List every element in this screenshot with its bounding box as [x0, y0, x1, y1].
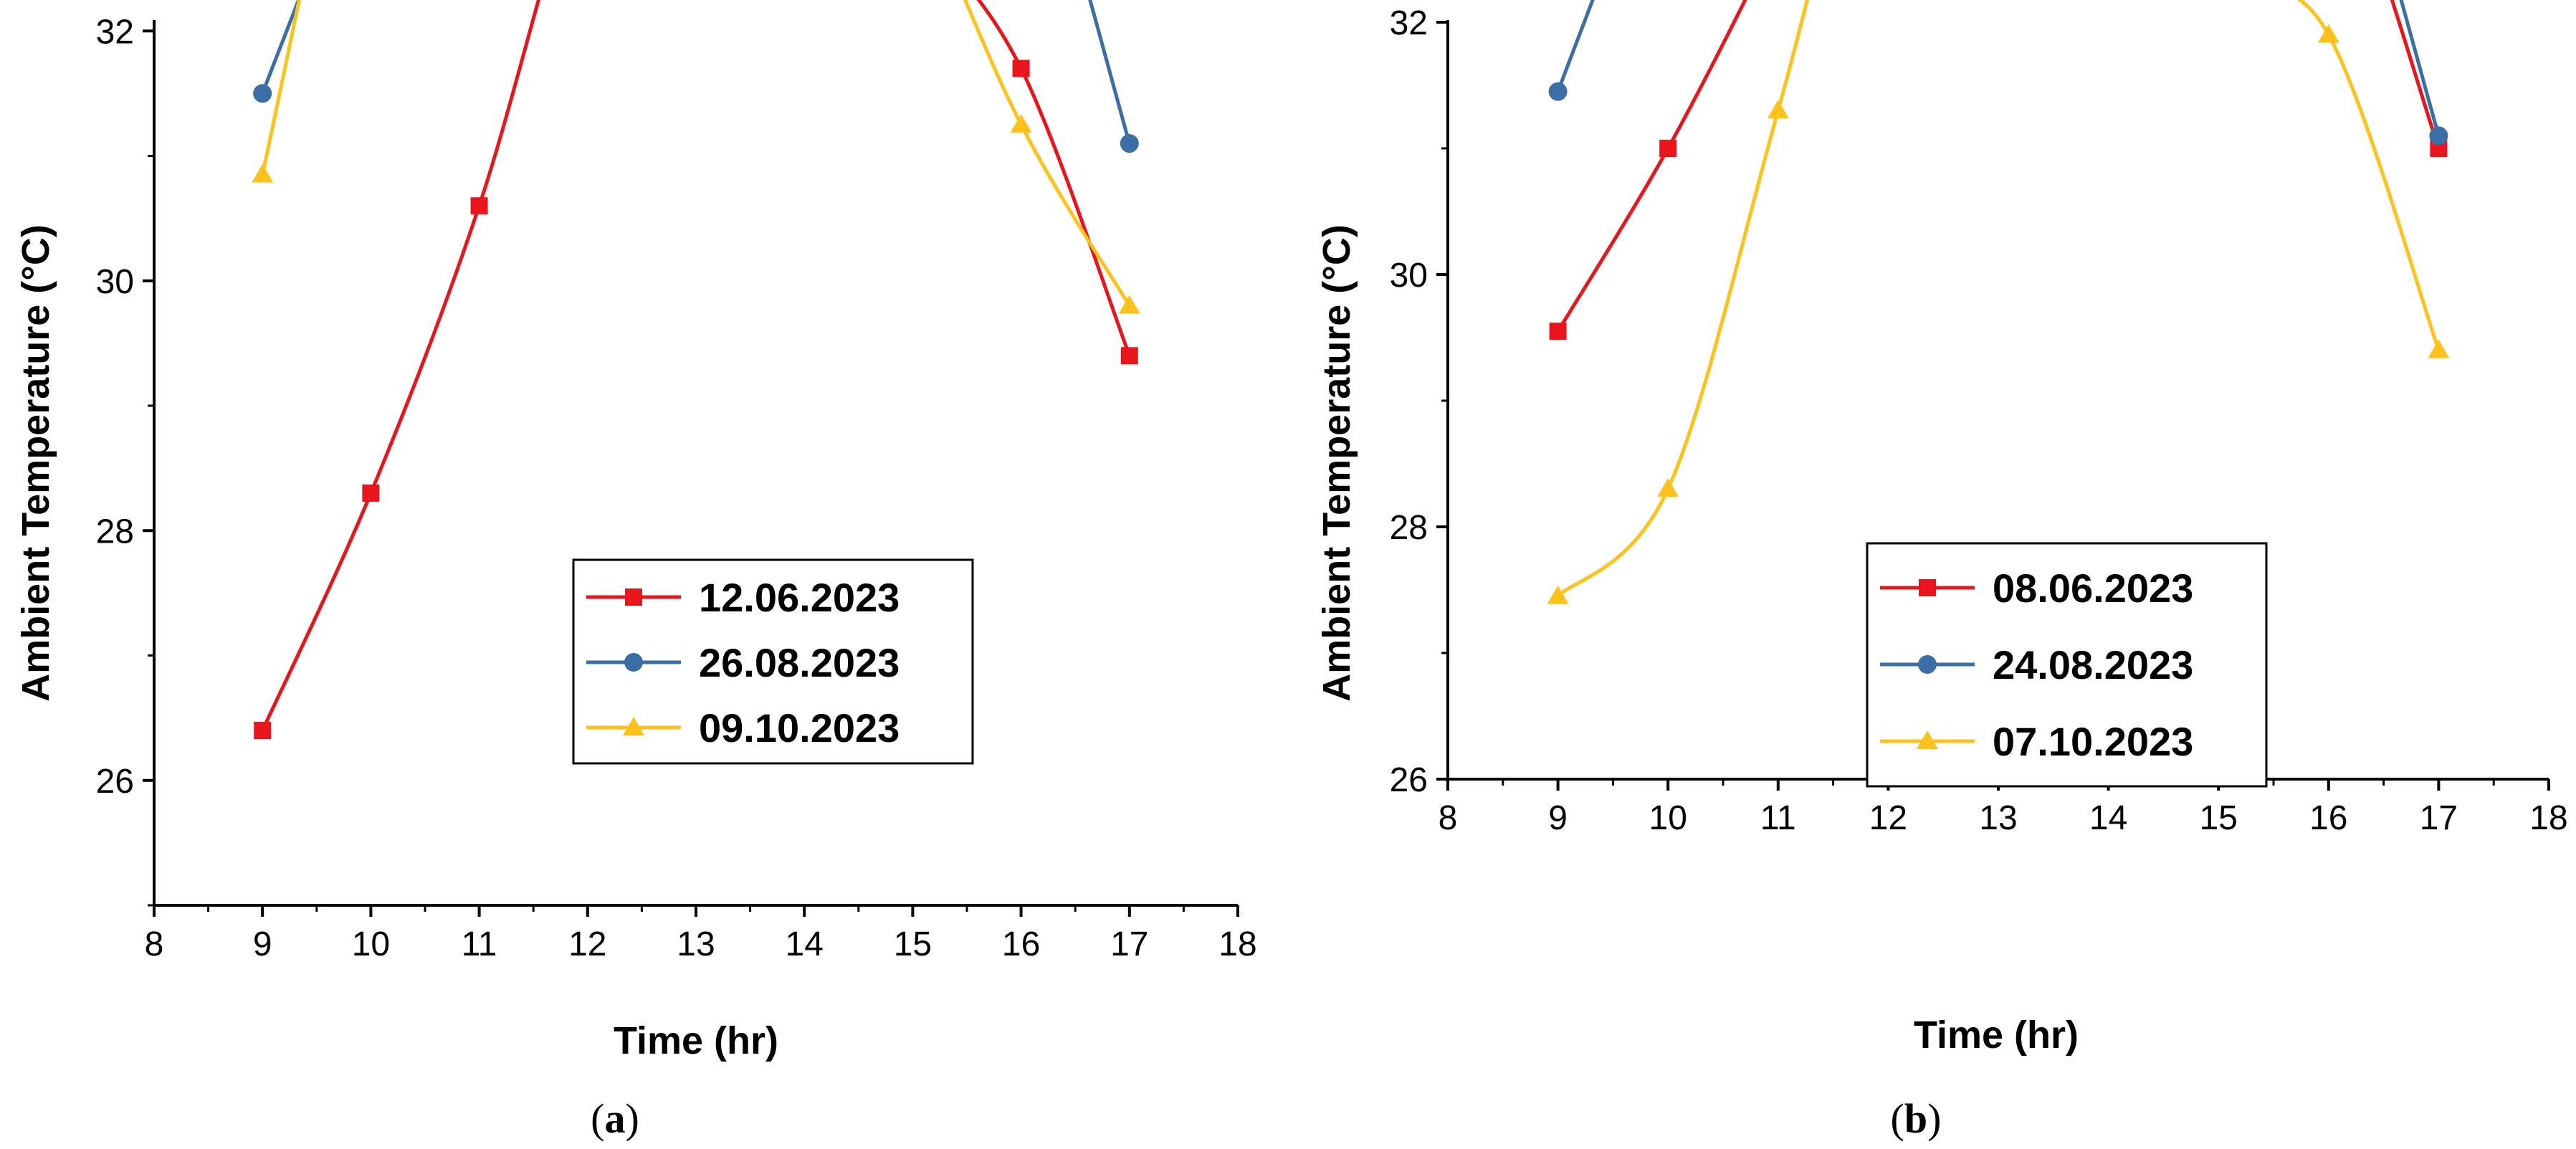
- x-tick-label: 12: [1869, 799, 1907, 837]
- legend-label: 26.08.2023: [699, 640, 900, 685]
- data-point-triangle: [1010, 113, 1032, 133]
- y-axis-title: Ambient Temperature (°C): [1315, 224, 1358, 702]
- data-point-square: [1012, 59, 1030, 77]
- panel-label: (b): [1891, 1095, 1942, 1142]
- data-point-square: [362, 484, 380, 502]
- y-tick-label: 26: [1390, 761, 1428, 799]
- y-tick-label: 28: [1390, 509, 1428, 547]
- y-tick-label: 28: [96, 512, 134, 550]
- series-24.08.2023: [1548, 0, 2448, 146]
- data-point-square: [1659, 140, 1677, 157]
- legend-marker-triangle: [1917, 730, 1938, 749]
- x-tick-label: 18: [2529, 799, 2567, 837]
- data-point-triangle: [1118, 295, 1140, 314]
- x-tick-label: 16: [2309, 799, 2347, 837]
- y-axis-title: Ambient Temperature (°C): [14, 224, 57, 702]
- data-point-square: [470, 197, 488, 215]
- legend-label: 07.10.2023: [1993, 719, 2193, 764]
- x-tick-label: 17: [1110, 925, 1148, 963]
- y-tick-label: 30: [1390, 257, 1428, 295]
- x-tick-label: 11: [462, 925, 497, 963]
- series-line: [260, 0, 1132, 732]
- series-08.06.2023: [1549, 0, 2448, 340]
- chart-panel-b: 8910111213141516171826283032343638Time (…: [1315, 0, 2568, 1142]
- data-point-triangle: [1767, 100, 1789, 119]
- x-tick-label: 13: [677, 925, 715, 963]
- legend-label: 09.10.2023: [699, 705, 900, 750]
- y-tick-label: 26: [96, 763, 134, 801]
- x-tick-label: 14: [2089, 799, 2127, 837]
- legend: 08.06.2023 24.08.2023 07.10.2023: [1866, 542, 2268, 788]
- x-tick-label: 10: [1649, 799, 1687, 837]
- y-tick-label: 32: [96, 13, 134, 51]
- data-point-circle: [253, 84, 272, 103]
- data-point-circle: [1548, 82, 1568, 101]
- x-tick-label: 17: [2420, 799, 2458, 837]
- legend-label: 12.06.2023: [699, 575, 900, 620]
- panel-label-letter: b: [1904, 1095, 1927, 1142]
- y-tick-label: 30: [96, 263, 134, 301]
- series-07.10.2023: [1547, 0, 2450, 604]
- legend-marker-circle: [1918, 655, 1937, 674]
- data-point-circle: [2429, 126, 2448, 146]
- panel-label-close-paren: ): [626, 1095, 639, 1142]
- series-line: [260, 0, 1132, 144]
- series-line: [1556, 0, 2441, 333]
- series-line: [1556, 0, 2441, 137]
- x-tick-label: 15: [894, 925, 932, 963]
- x-tick-label: 12: [568, 925, 606, 963]
- legend-label: 24.08.2023: [1993, 642, 2193, 687]
- series-26.08.2023: [253, 0, 1139, 153]
- x-tick-label: 9: [253, 925, 272, 963]
- x-tick-label: 14: [786, 925, 824, 963]
- data-point-triangle: [1547, 585, 1569, 604]
- chart-panel-a: 8910111213141516171826283032343638Time (…: [14, 0, 1257, 1142]
- x-tick-label: 11: [1760, 799, 1796, 837]
- series-12.06.2023: [254, 0, 1138, 740]
- data-point-square: [1549, 323, 1567, 340]
- panel-label: (a): [591, 1095, 639, 1142]
- panel-label-open-paren: (: [591, 1095, 604, 1142]
- x-tick-label: 10: [352, 925, 390, 963]
- legend: 12.06.2023 26.08.2023 09.10.2023: [572, 558, 974, 765]
- series-line: [1556, 0, 2441, 598]
- legend-marker-circle: [624, 653, 643, 672]
- legend-marker-square: [625, 588, 642, 606]
- x-tick-label: 18: [1218, 925, 1256, 963]
- y-tick-label: 32: [1390, 4, 1428, 42]
- legend-marker-triangle: [623, 717, 644, 735]
- x-tick-label: 8: [145, 925, 164, 963]
- legend-label: 08.06.2023: [1993, 566, 2193, 611]
- x-tick-label: 13: [1979, 799, 2017, 837]
- data-point-triangle: [252, 163, 274, 183]
- x-axis-title: Time (hr): [614, 1019, 778, 1062]
- x-tick-label: 16: [1002, 925, 1040, 963]
- data-point-square: [1120, 347, 1138, 365]
- x-tick-label: 9: [1548, 799, 1568, 837]
- legend-marker-square: [1919, 579, 1936, 596]
- data-point-triangle: [1657, 478, 1679, 497]
- data-point-square: [254, 722, 272, 740]
- series-line: [260, 0, 1131, 307]
- data-point-triangle: [2317, 24, 2339, 43]
- series-09.10.2023: [252, 0, 1140, 314]
- data-point-circle: [1120, 134, 1139, 153]
- panel-label-letter: a: [605, 1095, 626, 1142]
- panel-label-close-paren: ): [1927, 1095, 1941, 1142]
- x-axis-title: Time (hr): [1914, 1014, 2079, 1057]
- data-point-triangle: [2428, 339, 2450, 358]
- x-tick-label: 8: [1439, 799, 1458, 837]
- panel-label-open-paren: (: [1891, 1095, 1904, 1142]
- x-tick-label: 15: [2200, 799, 2238, 837]
